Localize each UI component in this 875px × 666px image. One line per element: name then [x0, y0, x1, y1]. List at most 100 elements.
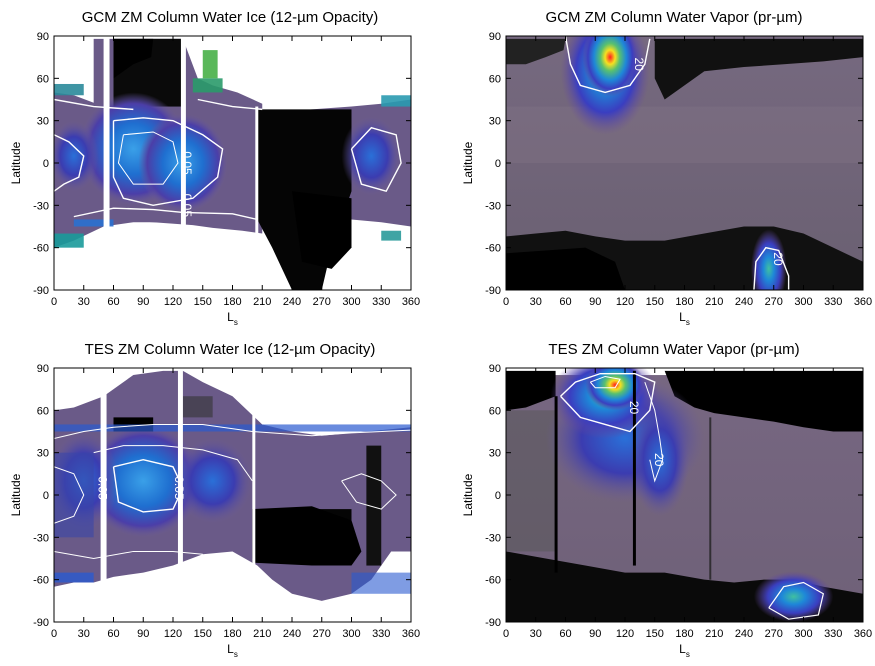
y-tick-label: 30 [489, 448, 501, 460]
y-tick-label: 0 [43, 490, 49, 502]
y-tick-label: -30 [33, 532, 49, 544]
x-tick-label: 360 [402, 628, 420, 640]
y-axis-label: Latitude [9, 473, 23, 516]
contour-line [644, 381, 664, 483]
contour-line [560, 372, 656, 433]
contour-line [73, 207, 258, 221]
x-tick-label: 90 [137, 628, 149, 640]
x-tick-label: 270 [313, 296, 331, 308]
contour-label: 20 [627, 401, 641, 415]
contour-label: 0.05 [172, 476, 186, 500]
x-tick-label: 150 [194, 628, 212, 640]
y-axis-label: Latitude [461, 473, 475, 516]
contour-line [54, 98, 134, 111]
x-tick-label: 90 [589, 628, 601, 640]
x-tick-label: 210 [705, 628, 723, 640]
x-tick-label: 180 [675, 296, 693, 308]
contour-label: 20 [632, 58, 646, 72]
x-axis-label-sub: s [686, 318, 690, 327]
x-axis-label-sub: s [686, 650, 690, 659]
x-tick-label: 120 [164, 296, 182, 308]
y-tick-label: 90 [489, 31, 501, 43]
y-tick-label: -90 [485, 285, 501, 297]
y-tick-label: -90 [485, 617, 501, 629]
x-tick-label: 0 [51, 628, 57, 640]
x-tick-label: 60 [559, 628, 571, 640]
x-tick-label: 120 [616, 296, 634, 308]
x-tick-label: 30 [530, 628, 542, 640]
x-tick-label: 330 [824, 628, 842, 640]
y-tick-label: 30 [37, 116, 49, 128]
y-tick-label: 0 [495, 490, 501, 502]
heatmap-field: 0.05 0.05 [54, 368, 411, 622]
x-tick-label: 240 [283, 628, 301, 640]
contour-label: 0.05 [96, 476, 110, 500]
x-tick-label: 330 [372, 628, 390, 640]
contour-label: 20 [652, 453, 666, 467]
contour-line [753, 246, 790, 290]
contour-line [54, 466, 85, 524]
y-tick-label: -30 [485, 532, 501, 544]
contour-line [93, 445, 253, 482]
x-tick-label: 330 [372, 296, 390, 308]
x-tick-label: 60 [107, 296, 119, 308]
x-tick-label: 360 [854, 296, 872, 308]
contour-line [112, 117, 224, 207]
chart-title: TES ZM Column Water Vapor (pr-µm) [548, 341, 799, 358]
x-tick-label: 330 [824, 296, 842, 308]
contour-line [589, 375, 621, 389]
x-tick-label: 90 [589, 296, 601, 308]
contour-line [197, 98, 263, 111]
y-tick-label: 0 [495, 158, 501, 170]
y-tick-label: 60 [489, 405, 501, 417]
x-tick-label: 60 [559, 296, 571, 308]
x-tick-label: 90 [137, 296, 149, 308]
x-tick-label: 270 [765, 628, 783, 640]
x-tick-label: 0 [51, 296, 57, 308]
x-tick-label: 210 [253, 296, 271, 308]
contour-line [350, 126, 402, 193]
contour-line [341, 473, 397, 510]
x-axis-label: Ls [227, 310, 238, 327]
x-axis-label: Ls [227, 642, 238, 659]
x-tick-label: 270 [765, 296, 783, 308]
contour-label: 0.05 [180, 194, 194, 218]
y-tick-label: -60 [33, 243, 49, 255]
x-tick-label: 210 [253, 628, 271, 640]
x-tick-label: 300 [342, 628, 360, 640]
x-tick-label: 150 [194, 296, 212, 308]
chart-title: TES ZM Column Water Ice (12-µm Opacity) [85, 341, 376, 358]
contour-line [54, 134, 85, 192]
panel-1: 0.050.050 30 60 90 120 150 180 210 240 270 300 330 3… [9, 9, 420, 327]
panel-3: 0.05 0.050 30 60 90 120 150 180 210 240 270 300 330 3… [9, 341, 420, 659]
y-axis-label: Latitude [461, 141, 475, 184]
y-tick-label: -30 [33, 200, 49, 212]
y-tick-label: -90 [33, 285, 49, 297]
y-tick-label: 60 [37, 73, 49, 85]
x-tick-label: 240 [735, 296, 753, 308]
heatmap-field: 0.05 0.05 [54, 36, 411, 290]
x-tick-label: 240 [283, 296, 301, 308]
contour-line [117, 131, 179, 185]
y-tick-label: -60 [485, 575, 501, 587]
x-tick-label: 300 [794, 628, 812, 640]
x-tick-label: 30 [530, 296, 542, 308]
y-tick-label: -30 [485, 200, 501, 212]
x-tick-label: 120 [616, 628, 634, 640]
y-tick-label: 30 [37, 448, 49, 460]
x-axis-label-sub: s [234, 318, 238, 327]
x-tick-label: 300 [342, 296, 360, 308]
y-tick-label: 30 [489, 116, 501, 128]
x-tick-label: 270 [313, 628, 331, 640]
x-tick-label: 120 [164, 628, 182, 640]
x-tick-label: 150 [646, 628, 664, 640]
contour-line [768, 581, 825, 620]
x-tick-label: 150 [646, 296, 664, 308]
y-tick-label: 60 [489, 73, 501, 85]
x-tick-label: 360 [854, 628, 872, 640]
x-tick-label: 0 [503, 296, 509, 308]
contour-label: 20 [771, 252, 785, 266]
